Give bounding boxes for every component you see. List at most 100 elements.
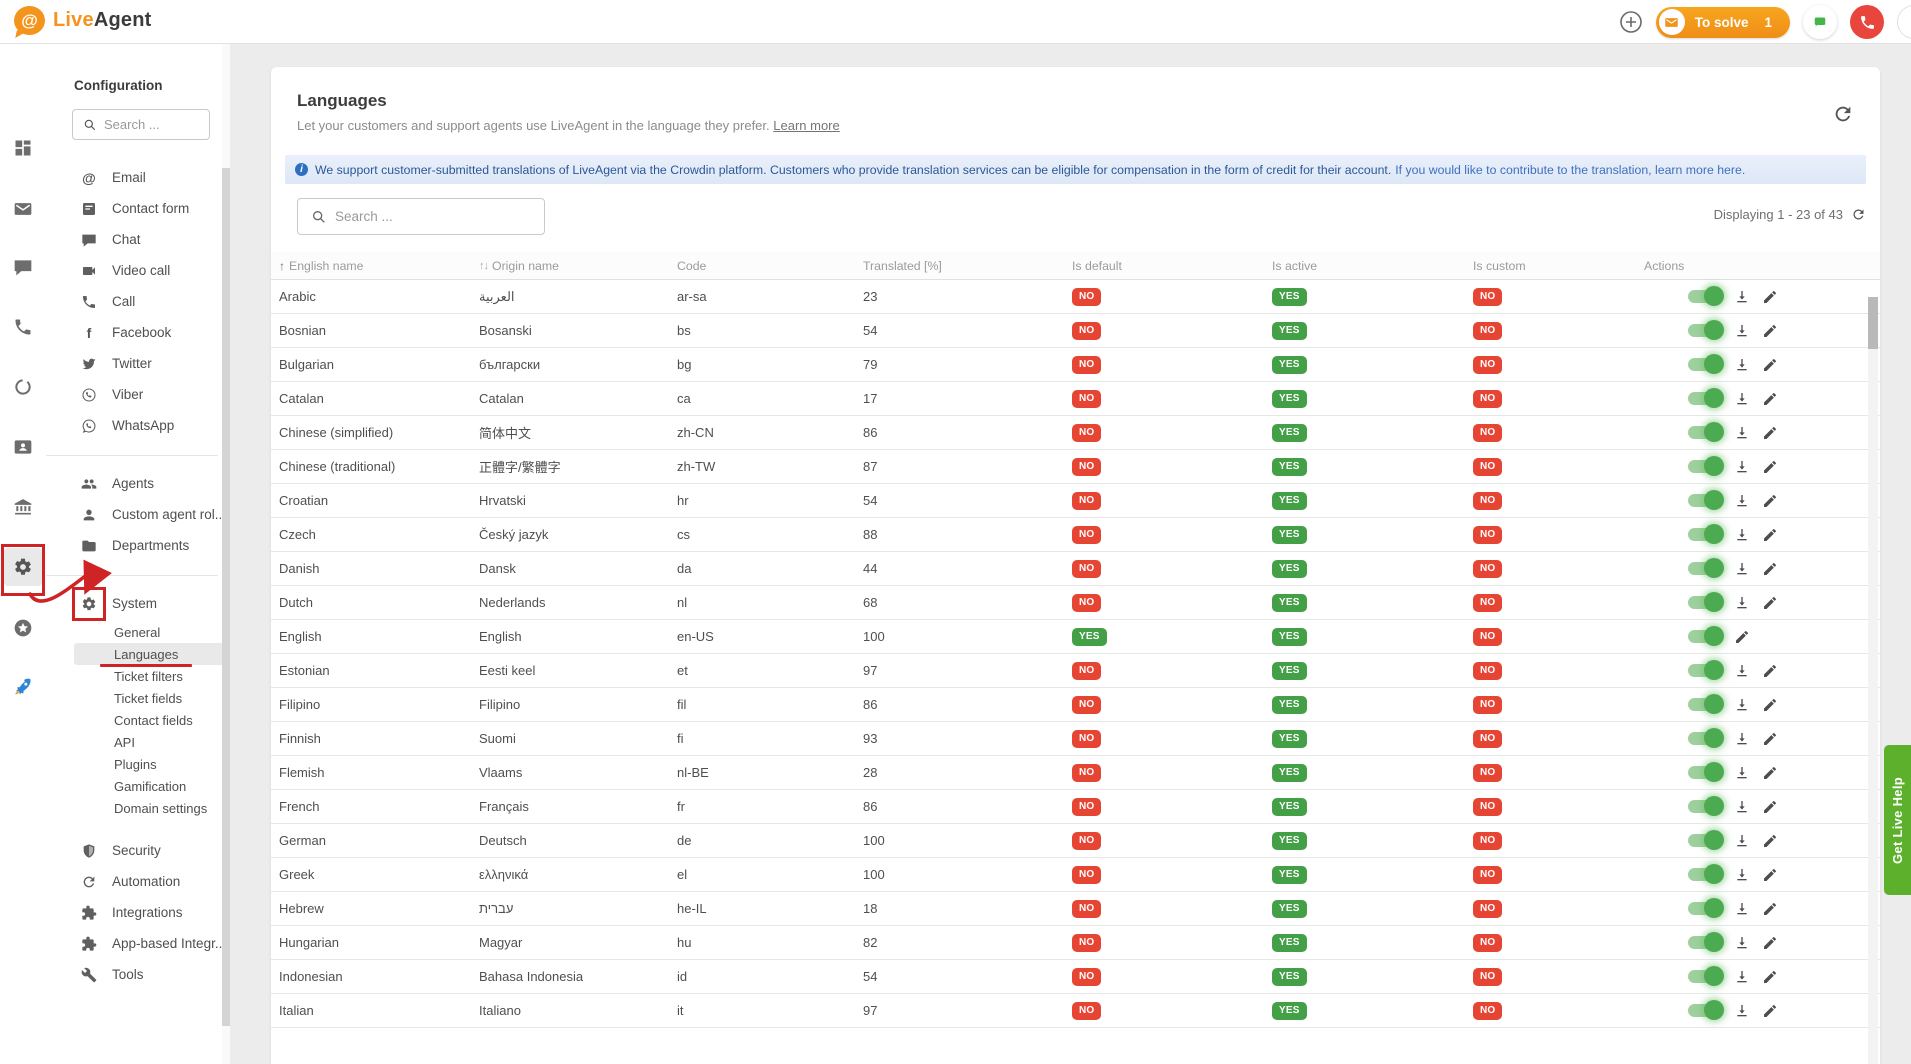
table-row-danish[interactable]: DanishDanskda44NOYESNO	[271, 552, 1880, 586]
table-row-flemish[interactable]: FlemishVlaamsnl-BE28NOYESNO	[271, 756, 1880, 790]
download-button[interactable]	[1734, 901, 1750, 917]
column-header-translated[interactable]: Translated [%]	[863, 259, 1072, 273]
rail-activity-button[interactable]	[4, 368, 42, 406]
download-button[interactable]	[1734, 867, 1750, 883]
sidebar-item-twitter[interactable]: Twitter	[46, 348, 230, 379]
edit-button[interactable]	[1762, 323, 1778, 339]
sidebar-subitem-ticket-fields[interactable]: Ticket fields	[74, 687, 224, 709]
download-button[interactable]	[1734, 935, 1750, 951]
sidebar-item-chat[interactable]: Chat	[46, 224, 230, 255]
download-button[interactable]	[1734, 459, 1750, 475]
table-row-french[interactable]: FrenchFrançaisfr86NOYESNO	[271, 790, 1880, 824]
sidebar-subitem-ticket-filters[interactable]: Ticket filters	[74, 665, 224, 687]
download-button[interactable]	[1734, 425, 1750, 441]
table-row-german[interactable]: GermanDeutschde100NOYESNO	[271, 824, 1880, 858]
active-toggle[interactable]	[1688, 426, 1722, 439]
add-new-button[interactable]	[1619, 10, 1643, 34]
table-row-bulgarian[interactable]: Bulgarianбългарскиbg79NOYESNO	[271, 348, 1880, 382]
sidebar-item-whatsapp[interactable]: WhatsApp	[46, 410, 230, 441]
edit-button[interactable]	[1762, 357, 1778, 373]
sidebar-scrollbar-thumb[interactable]	[222, 168, 230, 1026]
sidebar-item-app-based-integr[interactable]: App-based Integr...	[46, 928, 230, 959]
edit-button[interactable]	[1762, 867, 1778, 883]
sidebar-item-email[interactable]: @Email	[46, 162, 230, 193]
reload-button[interactable]	[1832, 103, 1854, 125]
download-button[interactable]	[1734, 391, 1750, 407]
table-search-input[interactable]	[335, 209, 515, 224]
to-solve-button[interactable]: To solve 1	[1656, 7, 1790, 38]
sidebar-subitem-contact-fields[interactable]: Contact fields	[74, 709, 224, 731]
column-header-is-custom[interactable]: Is custom	[1473, 259, 1644, 273]
rail-dashboard-button[interactable]	[4, 129, 42, 167]
edit-button[interactable]	[1762, 833, 1778, 849]
table-scrollbar-thumb[interactable]	[1868, 297, 1878, 349]
sidebar-subitem-domain-settings[interactable]: Domain settings	[74, 797, 224, 819]
table-row-chinese-traditional[interactable]: Chinese (traditional)正體字/繁體字zh-TW87NOYES…	[271, 450, 1880, 484]
active-toggle[interactable]	[1688, 324, 1722, 337]
active-toggle[interactable]	[1688, 1004, 1722, 1017]
active-toggle[interactable]	[1688, 868, 1722, 881]
active-toggle[interactable]	[1688, 732, 1722, 745]
table-search[interactable]	[297, 198, 545, 235]
active-toggle[interactable]	[1688, 970, 1722, 983]
edit-button[interactable]	[1762, 425, 1778, 441]
sidebar-item-tools[interactable]: Tools	[46, 959, 230, 990]
active-toggle[interactable]	[1688, 528, 1722, 541]
active-toggle[interactable]	[1688, 630, 1722, 643]
edit-button[interactable]	[1762, 935, 1778, 951]
table-row-croatian[interactable]: CroatianHrvatskihr54NOYESNO	[271, 484, 1880, 518]
table-row-bosnian[interactable]: BosnianBosanskibs54NOYESNO	[271, 314, 1880, 348]
active-toggle[interactable]	[1688, 392, 1722, 405]
active-toggle[interactable]	[1688, 596, 1722, 609]
sidebar-subitem-gamification[interactable]: Gamification	[74, 775, 224, 797]
edit-button[interactable]	[1734, 629, 1750, 645]
liveagent-logo[interactable]: @ LiveAgent	[14, 6, 152, 35]
sidebar-subitem-plugins[interactable]: Plugins	[74, 753, 224, 775]
get-live-help-button[interactable]: Get Live Help	[1884, 745, 1911, 895]
download-button[interactable]	[1734, 765, 1750, 781]
table-row-chinese-simplified[interactable]: Chinese (simplified)简体中文zh-CN86NOYESNO	[271, 416, 1880, 450]
download-button[interactable]	[1734, 969, 1750, 985]
download-button[interactable]	[1734, 595, 1750, 611]
banner-contribute-link[interactable]: If you would like to contribute to the t…	[1395, 163, 1745, 177]
download-button[interactable]	[1734, 323, 1750, 339]
rail-contacts-button[interactable]	[4, 428, 42, 466]
table-row-greek[interactable]: Greekελληνικάel100NOYESNO	[271, 858, 1880, 892]
table-row-catalan[interactable]: CatalanCatalanca17NOYESNO	[271, 382, 1880, 416]
edit-button[interactable]	[1762, 289, 1778, 305]
sidebar-item-facebook[interactable]: fFacebook	[46, 317, 230, 348]
refresh-icon[interactable]	[1851, 207, 1866, 222]
sidebar-subitem-api[interactable]: API	[74, 731, 224, 753]
rail-calls-button[interactable]	[4, 308, 42, 346]
active-toggle[interactable]	[1688, 460, 1722, 473]
sidebar-item-integrations[interactable]: Integrations	[46, 897, 230, 928]
sidebar-item-system[interactable]: System	[46, 588, 230, 619]
download-button[interactable]	[1734, 527, 1750, 543]
active-toggle[interactable]	[1688, 358, 1722, 371]
edit-button[interactable]	[1762, 697, 1778, 713]
table-row-hungarian[interactable]: HungarianMagyarhu82NOYESNO	[271, 926, 1880, 960]
edit-button[interactable]	[1762, 969, 1778, 985]
sidebar-search[interactable]	[72, 109, 210, 140]
rail-star-button[interactable]	[4, 609, 42, 647]
download-button[interactable]	[1734, 663, 1750, 679]
learn-more-link[interactable]: Learn more	[773, 118, 839, 133]
column-header-is-default[interactable]: Is default	[1072, 259, 1272, 273]
sidebar-item-security[interactable]: Security	[46, 835, 230, 866]
sidebar-item-contact-form[interactable]: Contact form	[46, 193, 230, 224]
active-toggle[interactable]	[1688, 902, 1722, 915]
edit-button[interactable]	[1762, 493, 1778, 509]
sidebar-item-agents[interactable]: Agents	[46, 468, 230, 499]
edit-button[interactable]	[1762, 731, 1778, 747]
sidebar-scrollbar[interactable]	[222, 44, 230, 1064]
table-row-estonian[interactable]: EstonianEesti keelet97NOYESNO	[271, 654, 1880, 688]
sidebar-item-custom-agent-rol[interactable]: Custom agent rol...	[46, 499, 230, 530]
edit-button[interactable]	[1762, 595, 1778, 611]
edit-button[interactable]	[1762, 663, 1778, 679]
edit-button[interactable]	[1762, 1003, 1778, 1019]
sidebar-search-input[interactable]	[104, 117, 200, 132]
active-toggle[interactable]	[1688, 494, 1722, 507]
download-button[interactable]	[1734, 561, 1750, 577]
download-button[interactable]	[1734, 1003, 1750, 1019]
chat-status-button[interactable]	[1803, 5, 1837, 39]
